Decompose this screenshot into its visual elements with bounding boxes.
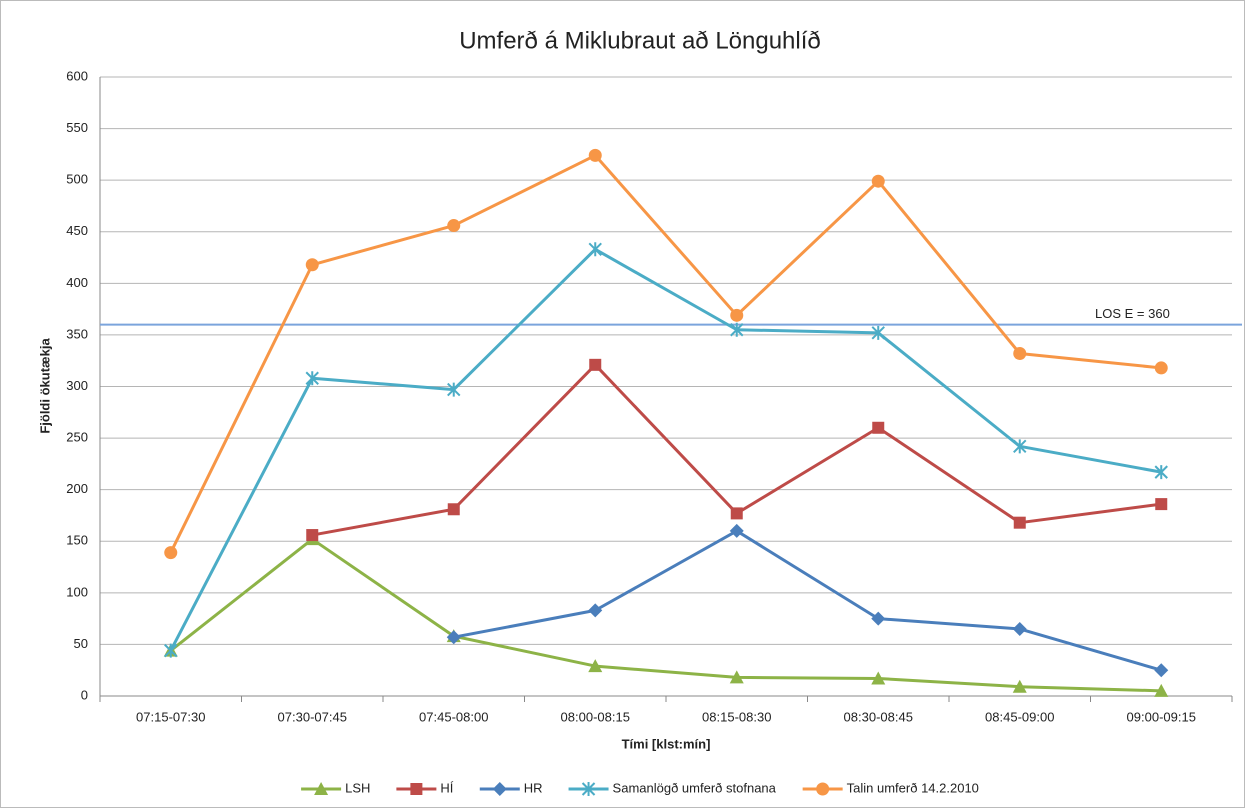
y-tick-label: 500 [66, 172, 88, 187]
x-tick-label: 07:30-07:45 [278, 709, 347, 724]
y-tick-label: 100 [66, 584, 88, 599]
marker [588, 659, 603, 673]
y-tick-label: 600 [66, 68, 88, 83]
marker [446, 630, 461, 645]
series-line [453, 529, 1162, 672]
y-axis-label: Fjöldi ökutækja [37, 338, 52, 434]
legend-item: HÍ [396, 780, 454, 795]
series-line [169, 247, 1162, 652]
legend-item: Samanlögð umferð stofnana [568, 780, 777, 796]
marker [729, 523, 744, 538]
marker [730, 507, 743, 520]
marker [730, 322, 744, 337]
y-tick-label: 450 [66, 223, 88, 238]
marker [1154, 683, 1169, 697]
legend-label: Samanlögð umferð stofnana [613, 780, 777, 795]
marker [1012, 679, 1027, 693]
marker [588, 242, 602, 257]
y-tick-label: 150 [66, 533, 88, 548]
legend-item: HR [479, 780, 543, 796]
marker [816, 782, 830, 796]
marker [1155, 498, 1168, 511]
y-tick-label: 550 [66, 120, 88, 135]
y-tick-label: 50 [74, 636, 88, 651]
marker [588, 148, 602, 162]
marker [164, 643, 178, 658]
x-tick-label: 08:45-09:00 [985, 709, 1054, 724]
marker [729, 670, 744, 684]
marker [410, 783, 423, 795]
marker [871, 671, 886, 685]
legend-label: Talin umferð 14.2.2010 [847, 780, 979, 795]
marker [305, 258, 319, 272]
marker [581, 782, 596, 796]
marker [871, 174, 885, 188]
marker [1154, 465, 1168, 480]
series-line [169, 153, 1162, 554]
marker [164, 546, 178, 560]
marker [447, 382, 461, 397]
marker [314, 782, 329, 795]
marker [1013, 346, 1027, 360]
x-tick-label: 09:00-09:15 [1127, 709, 1196, 724]
marker [1012, 621, 1027, 636]
x-tick-label: 07:45-08:00 [419, 709, 488, 724]
marker [447, 503, 460, 516]
marker [588, 603, 603, 618]
reference-label: LOS E = 360 [1095, 306, 1170, 321]
x-tick-label: 08:00-08:15 [561, 709, 630, 724]
marker [305, 371, 319, 386]
x-axis-label: Tími [klst:mín] [622, 736, 711, 751]
marker [589, 358, 602, 371]
y-tick-label: 0 [81, 687, 88, 702]
marker [871, 611, 886, 626]
legend-item: LSH [301, 780, 370, 795]
legend-item: Talin umferð 14.2.2010 [802, 780, 979, 796]
series-line [169, 537, 1162, 693]
marker [730, 308, 744, 322]
marker [871, 325, 885, 340]
chart-title: Umferð á Miklubraut að Lönguhlíð [459, 27, 821, 54]
marker [1013, 516, 1026, 529]
x-tick-label: 08:15-08:30 [702, 709, 771, 724]
y-tick-label: 350 [66, 326, 88, 341]
marker [492, 782, 507, 796]
marker [1154, 361, 1168, 375]
legend-label: HR [524, 780, 543, 795]
x-tick-label: 07:15-07:30 [136, 709, 205, 724]
y-tick-label: 400 [66, 275, 88, 290]
legend-label: HÍ [440, 780, 453, 795]
y-tick-label: 250 [66, 430, 88, 445]
y-tick-label: 300 [66, 378, 88, 393]
x-tick-label: 08:30-08:45 [844, 709, 913, 724]
marker [306, 529, 319, 542]
marker [447, 219, 461, 233]
y-tick-label: 200 [66, 481, 88, 496]
marker [1013, 439, 1027, 454]
marker [872, 421, 885, 434]
marker [1154, 663, 1169, 678]
legend-label: LSH [345, 780, 370, 795]
